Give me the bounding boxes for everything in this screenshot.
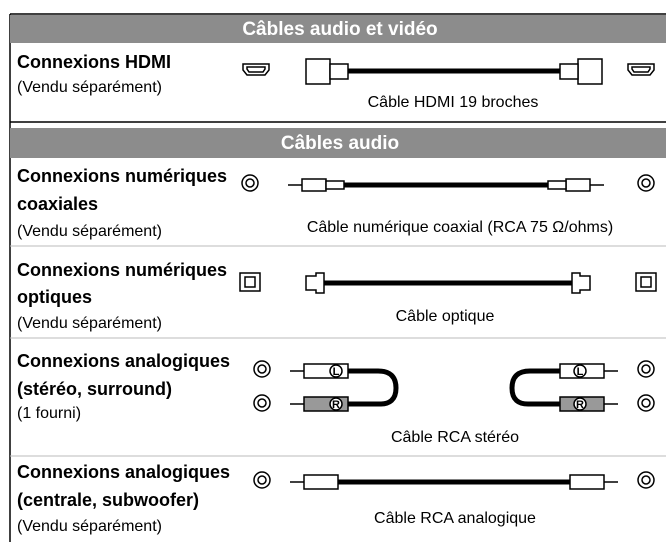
row-title: Connexions analogiques [17,462,230,482]
row-title: Connexions numériques [17,260,227,280]
section-header [10,128,666,158]
row-note: (1 fourni) [17,405,81,422]
cable-caption: Câble optique [396,308,495,325]
cable-caption: Câble numérique coaxial (RCA 75 Ω/ohms) [307,219,613,236]
frame [9,13,666,542]
row-note: (Vendu séparément) [17,518,162,535]
row-note: (Vendu séparément) [17,315,162,332]
row-title: (stéréo, surround) [17,379,172,399]
coax-cable [241,174,655,192]
optical-cable [239,272,657,294]
section-title: Câbles audio [281,133,399,154]
row-note: (Vendu séparément) [17,223,162,240]
section-title: Câbles audio et vidéo [242,19,437,40]
row-title: optiques [17,287,92,307]
plug-label: L [333,366,340,378]
plug-label: R [576,399,584,411]
row-note: (Vendu séparément) [17,79,162,96]
rca-cable [253,471,655,490]
plug-label: L [577,366,584,378]
cable-caption: Câble RCA stéréo [391,429,519,446]
row-title: Connexions numériques [17,166,227,186]
row-title: (centrale, subwoofer) [17,490,199,510]
row-title: Connexions HDMI [17,52,171,72]
cable-caption: Câble HDMI 19 broches [368,94,539,111]
hdmi-cable [242,58,655,85]
stereo-cable [253,360,655,412]
cable-caption: Câble RCA analogique [374,510,536,527]
plug-label: R [332,399,340,411]
section-header [10,15,666,43]
row-title: Connexions analogiques [17,351,230,371]
row-title: coaxiales [17,194,98,214]
